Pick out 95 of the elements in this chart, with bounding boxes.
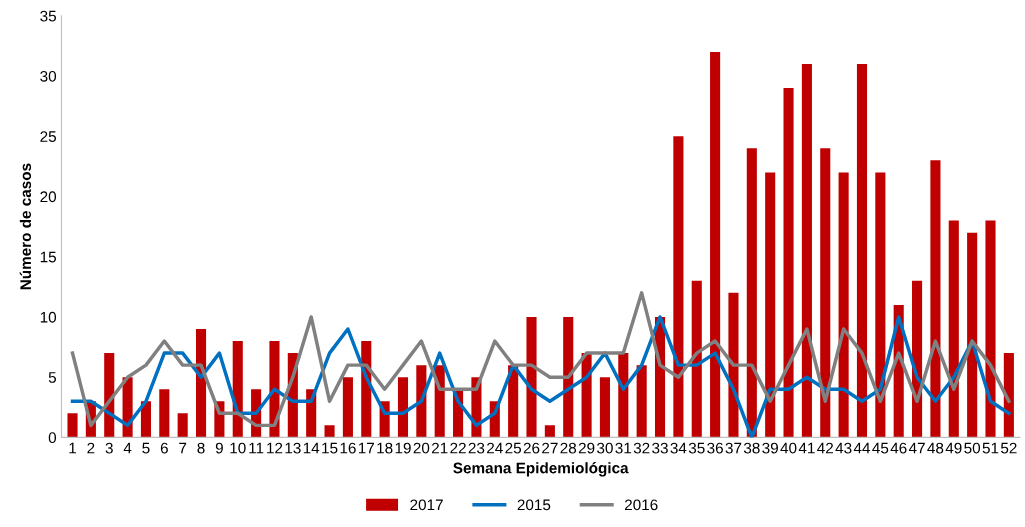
x-tick-label: 49 (945, 442, 962, 454)
y-tick-label: 5 (48, 372, 56, 383)
bar (563, 316, 574, 438)
x-tick-label: 22 (450, 442, 466, 454)
x-tick-label: 8 (197, 442, 205, 454)
bar (746, 148, 757, 438)
bar (397, 377, 409, 438)
x-tick-label: 30 (597, 442, 613, 454)
bar (1003, 353, 1014, 438)
bar (67, 413, 78, 438)
bar (544, 425, 555, 438)
x-tick-label: 15 (322, 442, 338, 454)
x-tick-label: 11 (249, 442, 264, 454)
x-tick-label: 35 (688, 442, 705, 454)
bar (673, 136, 684, 438)
y-tick-label: 10 (40, 311, 57, 323)
x-tick-label: 44 (853, 442, 871, 454)
x-tick-label: 31 (615, 442, 632, 454)
x-tick-label: 4 (123, 442, 132, 454)
bar (526, 316, 537, 438)
bar (801, 63, 812, 438)
x-tick-label: 6 (160, 442, 168, 454)
x-axis-title: Semana Epidemiológica (453, 462, 629, 477)
x-tick-label: 26 (523, 442, 540, 454)
x-tick-label: 16 (340, 442, 356, 454)
bar (140, 401, 151, 438)
x-tick-label: 12 (267, 442, 283, 454)
y-tick-label: 0 (48, 432, 57, 444)
x-tick-label: 38 (743, 442, 760, 454)
x-tick-label: 5 (142, 442, 150, 454)
bar (159, 389, 170, 438)
x-tick-label: 43 (835, 442, 852, 454)
x-tick-label: 47 (908, 442, 925, 454)
bar (710, 51, 721, 438)
x-tick-label: 14 (303, 442, 320, 454)
bar (875, 172, 886, 438)
bar (765, 172, 776, 438)
x-tick-label: 18 (377, 442, 393, 454)
legend-label: 2016 (624, 499, 658, 511)
x-tick-label: 32 (633, 442, 650, 454)
x-tick-label: 24 (487, 442, 503, 454)
bar (324, 425, 335, 438)
bar (599, 377, 610, 438)
bar (177, 413, 188, 438)
x-tick-label: 2 (87, 442, 95, 454)
bar (820, 148, 831, 438)
x-tick-label: 39 (762, 442, 778, 454)
x-tick-label: 13 (285, 442, 301, 454)
x-tick-label: 50 (964, 442, 981, 454)
x-tick-label: 52 (1000, 442, 1017, 454)
y-tick-label: 30 (40, 70, 57, 82)
bar (856, 63, 868, 438)
bar (636, 365, 647, 438)
y-axis-title: Número de casos (19, 163, 32, 290)
x-tick-label: 34 (670, 442, 687, 454)
x-tick-label: 42 (817, 442, 833, 454)
x-tick-label: 29 (578, 442, 595, 454)
bar (985, 220, 996, 438)
x-tick-label: 10 (230, 442, 246, 454)
x-tick-label: 27 (542, 442, 558, 454)
x-tick-label: 17 (358, 442, 374, 454)
x-tick-label: 20 (413, 442, 430, 454)
x-tick-label: 45 (872, 442, 889, 454)
bar (342, 377, 353, 438)
x-tick-label: 40 (780, 442, 797, 454)
x-tick-label: 36 (707, 442, 723, 454)
x-tick-label: 7 (179, 442, 187, 454)
x-tick-label: 23 (468, 442, 485, 454)
x-tick-label: 19 (395, 442, 411, 454)
x-tick-label: 3 (105, 442, 113, 454)
y-tick-label: 25 (40, 131, 56, 142)
bar (838, 172, 849, 438)
bar (930, 160, 941, 438)
legend-label: 2015 (517, 499, 551, 511)
x-tick-label: 51 (982, 442, 999, 454)
bar (691, 280, 702, 438)
y-tick-label: 20 (40, 191, 57, 203)
x-tick-label: 25 (505, 442, 522, 454)
x-tick-label: 9 (215, 442, 223, 454)
x-tick-label: 28 (560, 442, 577, 454)
x-tick-label: 21 (431, 442, 448, 454)
legend-label: 2017 (410, 499, 443, 511)
x-tick-label: 33 (652, 442, 668, 454)
x-tick-label: 48 (927, 442, 944, 454)
bar (967, 232, 978, 438)
line-series (70, 291, 1011, 428)
x-tick-label: 46 (890, 442, 907, 454)
line-series (70, 315, 1011, 438)
bar (783, 88, 794, 438)
y-tick-label: 35 (40, 10, 56, 22)
bar (948, 220, 959, 438)
x-tick-label: 1 (69, 442, 77, 454)
y-tick-label: 15 (40, 251, 56, 263)
x-tick-label: 41 (798, 442, 815, 454)
x-tick-label: 37 (725, 442, 742, 454)
